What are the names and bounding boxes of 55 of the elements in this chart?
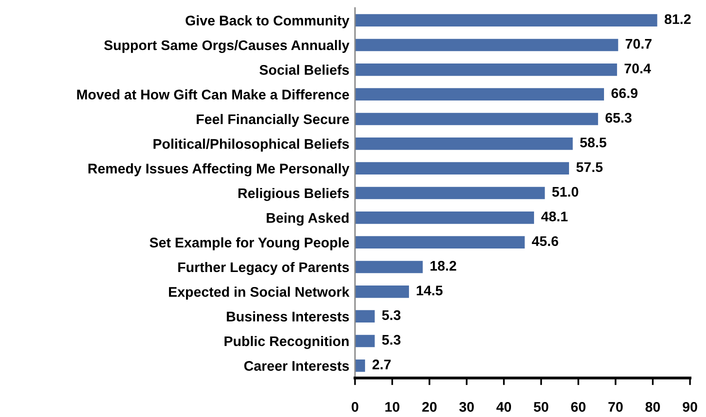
data-label: 66.9 [611,88,638,98]
data-label: 5.3 [382,334,400,345]
bar [355,286,409,298]
bar [355,14,658,26]
bar [355,112,598,126]
y-tick-label: Political/Philosophical Beliefs [154,138,349,152]
bar [355,310,375,322]
x-tick-label: 20 [422,402,437,412]
data-label: 5.3 [382,310,400,320]
y-tick-label: Religious Beliefs [238,188,349,201]
x-tick-label: 40 [496,402,512,412]
bar [355,64,618,76]
y-tick-label: Social Beliefs [260,64,349,75]
data-label: 65.3 [606,112,632,123]
data-label: 70.7 [626,38,652,49]
y-tick-label: Remedy Issues Affecting Me Personally [88,163,350,176]
data-label: 51.0 [552,186,578,197]
y-tick-label: Set Example for Young People [150,237,349,250]
bar [355,212,534,224]
y-tick-label: Being Asked [266,212,349,226]
x-tick-label: 70 [608,402,623,412]
data-label: 57.5 [576,162,603,172]
y-tick-label: Support Same Orgs/Causes Annually [104,40,350,53]
data-label: 48.1 [541,212,568,222]
y-tick-label: Give Back to Community [186,15,350,28]
y-tick-label: Further Legacy of Parents [178,262,349,275]
data-label: 2.7 [372,360,391,370]
y-tick-label: Moved at How Gift Can Make a Difference [77,89,349,100]
data-label: 45.6 [532,236,558,246]
y-tick-label: Career Interests [244,361,349,371]
bar [355,138,573,150]
x-tick-label: 30 [459,402,474,412]
bar [355,186,545,200]
x-tick-label: 80 [645,402,660,412]
y-tick-label: Feel Financially Secure [196,114,349,127]
bar [355,38,618,52]
x-tick-label: 10 [385,402,400,412]
x-tick-label: 0 [352,402,358,412]
x-tick-label: 90 [682,402,698,412]
bar [355,88,604,100]
data-label: 18.2 [430,260,456,271]
data-label: 58.5 [580,138,606,148]
data-label: 70.4 [624,64,651,74]
bar [355,236,525,248]
x-tick-label: 60 [571,402,586,412]
y-tick-label: Business Interests [226,311,349,322]
bar [355,162,570,174]
bar [355,360,366,372]
data-label: 81.2 [664,14,691,24]
x-tick-label: 50 [534,402,548,412]
data-label: 14.5 [416,286,443,296]
bar [355,334,375,348]
y-tick-label: Expected in Social Network [169,286,350,300]
bar [355,260,423,274]
y-tick-label: Public Recognition [224,336,349,349]
